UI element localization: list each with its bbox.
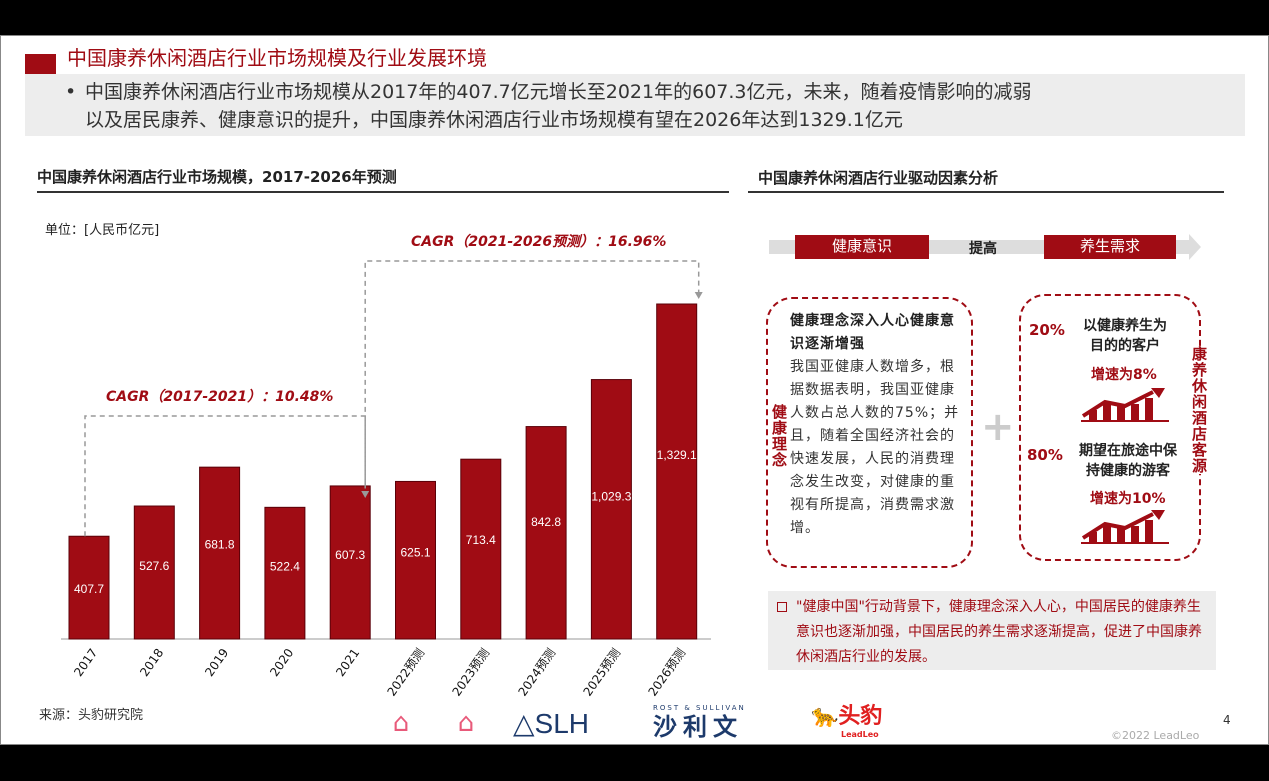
- divider: [748, 191, 1224, 193]
- bar: [395, 480, 436, 640]
- logo-frost-sullivan: ROST & SULLIVAN 沙利文: [653, 704, 746, 741]
- bar: [68, 535, 110, 640]
- arrow-icon: [694, 292, 703, 299]
- side-label: 康养休闲酒店客源: [1189, 346, 1210, 474]
- body: 我国亚健康人数增多，根据数据表明，我国亚健康人数占总人数的75%；并且，随着全国…: [790, 359, 960, 536]
- data-label: 713.4: [466, 533, 496, 547]
- note-text: "健康中国"行动背景下，健康理念深入人心，中国居民的健康养生意识也逐渐加强，中国…: [796, 599, 1202, 665]
- data-label: 681.8: [205, 537, 235, 551]
- rate: 增速为10%: [1090, 491, 1166, 507]
- chart-title: 中国康养休闲酒店行业市场规模，2017-2026年预测: [37, 168, 397, 186]
- side-label: 健康理念: [769, 404, 790, 468]
- data-label: 842.8: [531, 515, 561, 529]
- page-title: 中国康养休闲酒店行业市场规模及行业发展环境: [67, 46, 487, 70]
- bar: [656, 303, 698, 640]
- plus-icon: +: [981, 404, 1015, 450]
- rate: 增速为8%: [1091, 367, 1157, 383]
- data-label: 1,329.1: [657, 448, 697, 462]
- logo-yoga-expo: ⌂: [457, 708, 475, 738]
- bar-chart: 407.7 527.6 681.8 522.4 607.3 625.1 713.4 842.8…: [61, 260, 711, 640]
- heading: 健康理念深入人心健康意识逐渐增强: [790, 313, 955, 352]
- logo-slh: △SLH: [513, 708, 590, 739]
- pct: 20%: [1029, 321, 1065, 339]
- data-label: 625.1: [400, 545, 430, 559]
- health-concept-box: [766, 297, 973, 568]
- logo-leadleo: 🐆头豹 LeadLeo: [811, 704, 883, 739]
- unit-label: 单位：[人民币亿元]: [45, 223, 160, 238]
- data-label: 607.3: [335, 548, 365, 562]
- conclusion-note: "健康中国"行动背景下，健康理念深入人心，中国居民的健康养生意识也逐渐加强，中国…: [768, 591, 1216, 670]
- arrow-icon: [361, 491, 370, 498]
- summary-line: 中国康养休闲酒店行业市场规模从2017年的407.7亿元增长至2021年的607…: [85, 81, 1032, 103]
- cagr-annotation-1: CAGR（2017-2021）：10.48%: [106, 389, 334, 405]
- checkbox-icon: [777, 602, 787, 612]
- divider: [37, 191, 729, 193]
- source-note: 来源：头豹研究院: [39, 708, 144, 723]
- health-concept-text: 健康理念深入人心健康意识逐渐增强 我国亚健康人数增多，根据数据表明，我国亚健康人…: [790, 310, 965, 540]
- bar: [133, 505, 175, 640]
- page-number: 4: [1223, 713, 1231, 727]
- logo-quzhu: ⌂: [392, 708, 410, 738]
- drivers-title: 中国康养休闲酒店行业驱动因素分析: [758, 169, 999, 187]
- summary-line: 以及居民康养、健康意识的提升，中国康养休闲酒店行业市场规模有望在2026年达到1…: [85, 109, 903, 131]
- bar: [460, 458, 502, 640]
- data-label: 1,029.3: [591, 489, 631, 503]
- flow-middle: 提高: [969, 241, 997, 257]
- desc: 以健康养生为目的的客户: [1083, 318, 1167, 354]
- pct: 80%: [1027, 446, 1063, 464]
- copyright: ©2022 LeadLeo: [1111, 729, 1200, 742]
- flow-right: 养生需求: [1044, 235, 1176, 259]
- flow-left: 健康意识: [795, 235, 929, 259]
- desc: 期望在旅途中保持健康的游客: [1079, 443, 1177, 479]
- bar: [590, 379, 632, 640]
- data-label: 522.4: [270, 560, 300, 574]
- cagr-annotation-2: CAGR（2021-2026预测）：16.96%: [411, 234, 667, 250]
- bar: [329, 485, 371, 640]
- bar: [525, 426, 567, 640]
- summary-box: • 中国康养休闲酒店行业市场规模从2017年的407.7亿元增长至2021年的6…: [25, 74, 1245, 136]
- slide: • 中国康养休闲酒店行业市场规模从2017年的407.7亿元增长至2021年的6…: [0, 35, 1269, 745]
- data-label: 407.7: [74, 582, 104, 596]
- bullet: •: [65, 81, 77, 103]
- cagr-bracket-2: [364, 260, 700, 484]
- growth-chart-icon: [1081, 388, 1169, 422]
- bar: [264, 506, 306, 640]
- data-label: 527.6: [139, 559, 169, 573]
- bar: [199, 466, 241, 640]
- growth-chart-icon: [1081, 510, 1169, 544]
